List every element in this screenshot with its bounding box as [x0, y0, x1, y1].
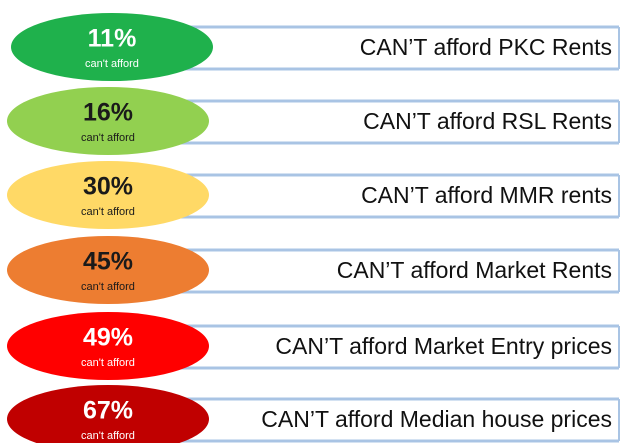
row-label: CAN’T afford PKC Rents	[360, 34, 612, 60]
badge	[7, 312, 209, 380]
badge	[11, 13, 213, 81]
percent-caption: can't afford	[85, 58, 139, 70]
badge	[7, 161, 209, 229]
badge	[7, 236, 209, 304]
row-box	[140, 326, 619, 368]
row-box	[140, 101, 619, 143]
percent: 30%	[83, 173, 133, 201]
row-box	[140, 250, 619, 292]
row-label: CAN’T afford RSL Rents	[363, 108, 612, 134]
percent-caption: can't afford	[81, 132, 135, 144]
percent: 67%	[83, 397, 133, 425]
percent: 49%	[83, 324, 133, 352]
row-label: CAN’T afford MMR rents	[361, 182, 612, 208]
percent: 16%	[83, 99, 133, 127]
row-label: CAN’T afford Market Entry prices	[275, 333, 612, 359]
percent-caption: can't afford	[81, 206, 135, 218]
percent-caption: can't afford	[81, 357, 135, 369]
row-box	[140, 175, 619, 217]
row-box	[140, 399, 619, 441]
percent-caption: can't afford	[81, 430, 135, 442]
row-box	[140, 27, 619, 69]
percent-caption: can't afford	[81, 281, 135, 293]
row-label: CAN’T afford Market Rents	[337, 257, 612, 283]
badge	[7, 87, 209, 155]
percent: 11%	[88, 25, 137, 53]
badge	[7, 385, 209, 443]
percent: 45%	[83, 248, 133, 276]
row-label: CAN’T afford Median house prices	[261, 406, 612, 432]
